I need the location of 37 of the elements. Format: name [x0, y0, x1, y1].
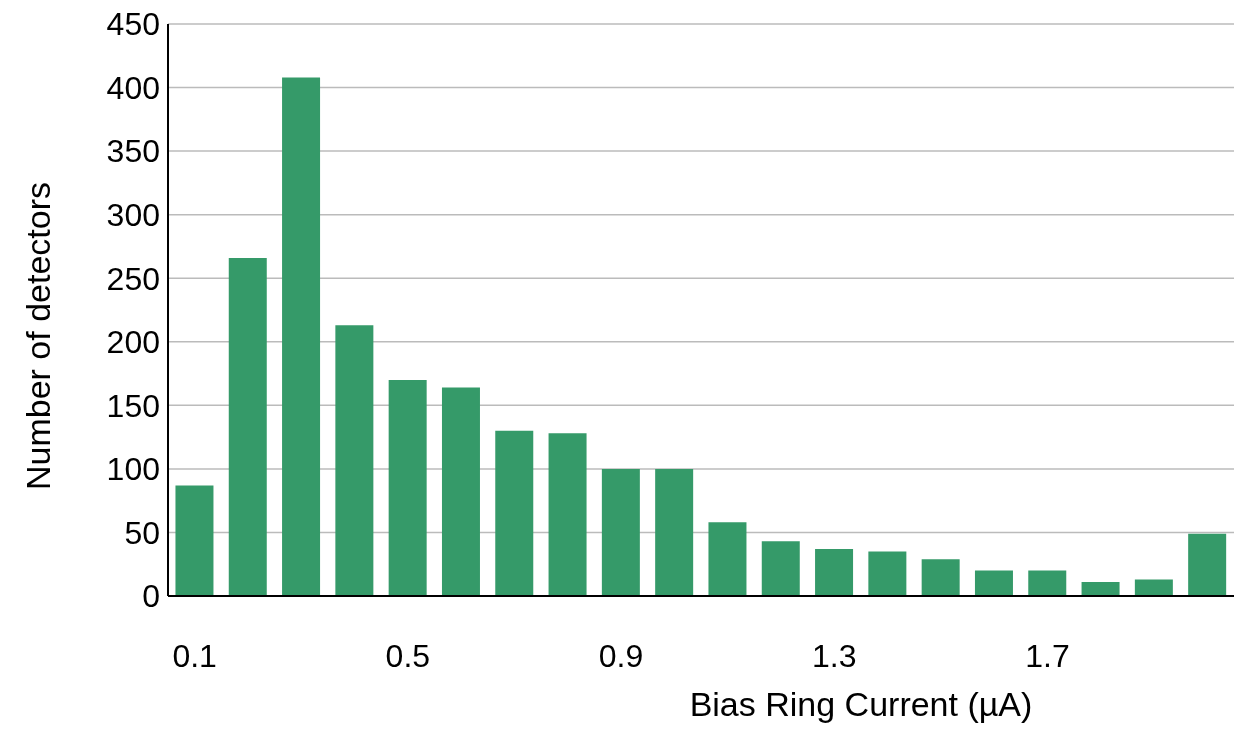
x-tick-label: 1.3 [812, 637, 857, 674]
y-tick-label: 350 [106, 133, 160, 170]
bar [815, 548, 854, 596]
bar [175, 485, 214, 596]
bar [388, 379, 427, 596]
y-axis-title: Number of detectors [19, 181, 58, 490]
bar [495, 430, 534, 596]
y-tick-label: 100 [106, 451, 160, 488]
y-tick-label: 0 [142, 578, 160, 615]
x-axis-title: Bias Ring Current (µA) [689, 685, 1033, 723]
bar [974, 570, 1013, 596]
y-tick-label: 400 [106, 69, 160, 106]
x-tick-label: 0.5 [385, 637, 431, 674]
x-tick-label: 0.9 [598, 637, 644, 674]
y-tick-label: 200 [106, 324, 160, 361]
bar [655, 468, 694, 596]
y-tick-label: 50 [124, 514, 160, 551]
bar [548, 433, 587, 596]
bar [1134, 579, 1173, 596]
bar [601, 468, 640, 596]
x-tick-label: 0.1 [172, 637, 217, 674]
bar [1188, 533, 1227, 596]
bar [1028, 570, 1067, 596]
bar [868, 551, 907, 596]
bar [228, 257, 267, 596]
bar [1081, 582, 1120, 596]
bar [921, 559, 960, 596]
bar [335, 325, 374, 596]
bar [441, 387, 480, 596]
y-tick-label: 450 [106, 6, 160, 43]
y-tick-label: 150 [106, 387, 160, 424]
bar [282, 77, 321, 596]
y-tick-label: 250 [106, 260, 160, 297]
y-tick-label: 300 [106, 197, 160, 234]
bar [761, 541, 800, 596]
bar [708, 522, 747, 596]
x-tick-label: 1.7 [1025, 637, 1070, 674]
